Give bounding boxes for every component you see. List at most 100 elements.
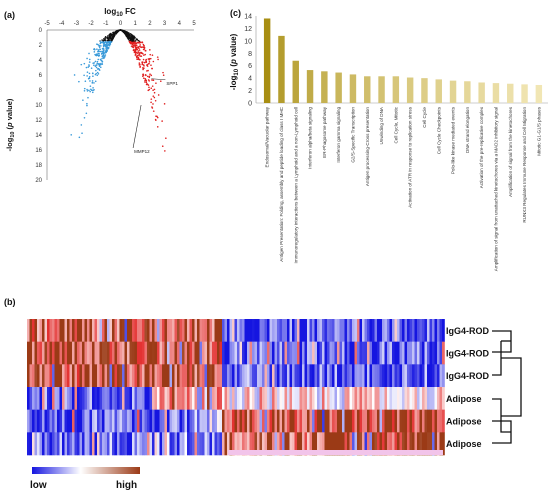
heatmap-cell: [207, 319, 210, 342]
volcano-point: [142, 64, 145, 66]
heatmap-cell: [124, 341, 128, 365]
volcano-point: [128, 34, 131, 36]
volcano-point: [95, 72, 97, 75]
volcano-point: [109, 43, 111, 46]
heatmap-cell: [139, 432, 143, 456]
volcano-point: [86, 71, 89, 73]
volcano-point: [98, 45, 101, 48]
volcano-point: [133, 51, 136, 53]
volcano-point: [73, 74, 76, 76]
bar: [406, 77, 414, 103]
heatmap-cell: [234, 432, 238, 456]
volcano-point: [126, 32, 129, 35]
heatmap-cell: [199, 409, 203, 433]
bar: [378, 76, 385, 103]
heatmap-cell: [432, 387, 435, 410]
heatmap-cell: [224, 432, 228, 456]
heatmap-cell: [42, 387, 45, 410]
heatmap-cell: [167, 387, 170, 410]
heatmap-cell: [27, 341, 30, 365]
heatmap-cell: [417, 387, 420, 410]
heatmap-cell: [37, 387, 40, 410]
volcano-point: [96, 71, 99, 74]
heatmap-cell: [304, 364, 308, 388]
heatmap-cell: [294, 341, 298, 365]
volcano-point: [148, 62, 150, 65]
heatmap-cell: [122, 341, 125, 365]
volcano-point: [155, 82, 157, 84]
heatmap-cell: [267, 364, 270, 388]
volcano-point: [96, 62, 98, 65]
heatmap-cell: [359, 387, 363, 410]
heatmap-cell: [334, 432, 338, 456]
heatmap-cell: [434, 319, 438, 342]
volcano-point: [136, 41, 139, 44]
heatmap-cell: [142, 364, 145, 388]
heatmap-cell: [407, 341, 410, 365]
heatmap-cell: [169, 319, 173, 342]
heatmap-cell: [429, 364, 433, 388]
heatmap-cell: [154, 387, 158, 410]
heatmap-cell: [182, 341, 185, 365]
volcano-point: [81, 132, 83, 135]
volcano-point: [152, 79, 155, 81]
heatmap-cell: [387, 319, 390, 342]
bar: [392, 76, 400, 103]
heatmap-cell: [92, 341, 95, 365]
heatmap-cell: [429, 409, 433, 433]
heatmap-cell: [157, 364, 160, 388]
heatmap-cell: [284, 341, 288, 365]
heatmap-cell: [437, 341, 440, 365]
heatmap-cell: [332, 319, 335, 342]
heatmap-cell: [404, 432, 408, 456]
heatmap-cell: [122, 432, 125, 456]
heatmap-cell: [214, 387, 218, 410]
volcano-point: [105, 37, 108, 39]
heatmap-cell: [422, 432, 425, 456]
expression-heatmap: (b) IgG4-ROD IgG4-ROD IgG4-ROD Adipose Adipo…: [4, 297, 522, 491]
heatmap-cell: [379, 409, 383, 433]
heatmap-cell: [282, 432, 285, 456]
heatmap-cell: [212, 387, 215, 410]
heatmap-cell: [357, 319, 360, 342]
heatmap-cell: [354, 387, 358, 410]
bar-category-label: G2/S-Specific Transcription: [350, 107, 355, 163]
heatmap-cell: [432, 319, 435, 342]
heatmap-cell: [417, 432, 420, 456]
volcano-point: [151, 79, 153, 81]
volcano-point: [103, 38, 105, 40]
heatmap-cell: [209, 319, 213, 342]
volcano-point: [131, 40, 133, 42]
heatmap-cell: [187, 387, 190, 410]
heatmap-cell: [364, 364, 368, 388]
heatmap-cell: [62, 341, 65, 365]
heatmap-cell: [242, 432, 245, 456]
heatmap-cell: [209, 341, 213, 365]
volcano-point: [102, 45, 105, 48]
volcano-point: [126, 33, 128, 36]
heatmap-cell: [369, 319, 373, 342]
legend-low-label: low: [30, 480, 47, 491]
heatmap-cell: [352, 387, 355, 410]
heatmap-cell: [94, 387, 98, 410]
bar-category-label: Interferon alpha/beta signaling: [308, 107, 313, 169]
heatmap-cell: [439, 319, 443, 342]
heatmap-cell: [174, 341, 178, 365]
heatmap-cell: [217, 387, 220, 410]
heatmap-cells: [27, 319, 445, 456]
heatmap-cell: [392, 364, 395, 388]
heatmap-cell: [379, 387, 383, 410]
heatmap-cell: [242, 387, 245, 410]
heatmap-cell: [242, 409, 245, 433]
heatmap-cell: [204, 432, 208, 456]
heatmap-cell: [42, 432, 45, 456]
heatmap-cell: [47, 409, 50, 433]
heatmap-cell: [109, 387, 113, 410]
heatmap-cell: [407, 409, 410, 433]
volcano-x-tick-label: -3: [74, 21, 80, 27]
heatmap-cell: [404, 341, 408, 365]
heatmap-cell: [92, 364, 95, 388]
heatmap-cell: [167, 341, 170, 365]
heatmap-cell: [289, 432, 293, 456]
heatmap-cell: [242, 364, 245, 388]
